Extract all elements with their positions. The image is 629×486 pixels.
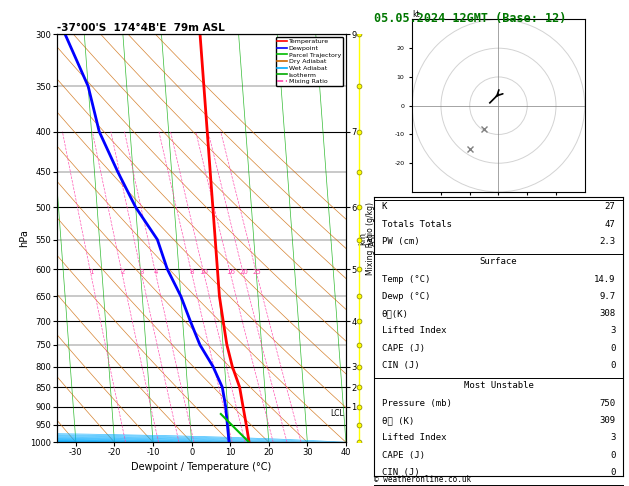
- Text: 0: 0: [610, 344, 615, 353]
- Text: Surface: Surface: [480, 257, 517, 266]
- Text: 308: 308: [599, 309, 615, 318]
- Text: © weatheronline.co.uk: © weatheronline.co.uk: [374, 474, 471, 484]
- Text: CAPE (J): CAPE (J): [382, 344, 425, 353]
- Text: Most Unstable: Most Unstable: [464, 382, 533, 390]
- Text: 0: 0: [610, 451, 615, 460]
- Text: CIN (J): CIN (J): [382, 361, 420, 370]
- Text: 47: 47: [604, 220, 615, 229]
- Text: 309: 309: [599, 416, 615, 425]
- Text: LCL: LCL: [330, 410, 344, 418]
- Text: 14.9: 14.9: [594, 275, 615, 283]
- Text: CIN (J): CIN (J): [382, 468, 420, 477]
- Text: 0: 0: [610, 361, 615, 370]
- Text: θᴇ(K): θᴇ(K): [382, 309, 409, 318]
- Text: 27: 27: [604, 203, 615, 211]
- Y-axis label: km
ASL: km ASL: [359, 230, 377, 246]
- Text: -37°00'S  174°4B'E  79m ASL: -37°00'S 174°4B'E 79m ASL: [57, 23, 225, 33]
- Text: Lifted Index: Lifted Index: [382, 433, 446, 442]
- Text: Totals Totals: Totals Totals: [382, 220, 452, 229]
- Text: 1: 1: [89, 269, 93, 275]
- Text: 20: 20: [239, 269, 248, 275]
- Text: 3: 3: [610, 327, 615, 335]
- Text: 9.7: 9.7: [599, 292, 615, 301]
- Text: 16: 16: [226, 269, 235, 275]
- Text: 4: 4: [153, 269, 158, 275]
- Text: CAPE (J): CAPE (J): [382, 451, 425, 460]
- Text: PW (cm): PW (cm): [382, 237, 420, 246]
- Legend: Temperature, Dewpoint, Parcel Trajectory, Dry Adiabat, Wet Adiabat, Isotherm, Mi: Temperature, Dewpoint, Parcel Trajectory…: [276, 37, 343, 86]
- Text: 05.05.2024 12GMT (Base: 12): 05.05.2024 12GMT (Base: 12): [374, 12, 567, 25]
- Text: K: K: [382, 203, 387, 211]
- Text: 2.3: 2.3: [599, 237, 615, 246]
- Text: kt: kt: [412, 10, 420, 19]
- Text: Lifted Index: Lifted Index: [382, 327, 446, 335]
- Text: 8: 8: [190, 269, 194, 275]
- Text: 0: 0: [610, 468, 615, 477]
- Text: Mixing Ratio (g/kg): Mixing Ratio (g/kg): [366, 202, 376, 275]
- Text: Pressure (mb): Pressure (mb): [382, 399, 452, 408]
- X-axis label: Dewpoint / Temperature (°C): Dewpoint / Temperature (°C): [131, 462, 271, 472]
- Text: 25: 25: [253, 269, 261, 275]
- Text: 2: 2: [120, 269, 125, 275]
- Text: 750: 750: [599, 399, 615, 408]
- Text: θᴇ (K): θᴇ (K): [382, 416, 414, 425]
- Text: Dewp (°C): Dewp (°C): [382, 292, 430, 301]
- Text: Temp (°C): Temp (°C): [382, 275, 430, 283]
- Text: 10: 10: [199, 269, 209, 275]
- Text: 3: 3: [140, 269, 144, 275]
- Y-axis label: hPa: hPa: [19, 229, 29, 247]
- Text: 3: 3: [610, 433, 615, 442]
